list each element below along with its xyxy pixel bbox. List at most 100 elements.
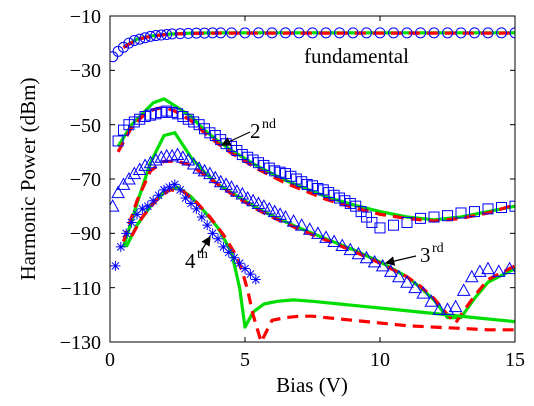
annotation-4th-superscript: th — [197, 247, 208, 262]
data-point — [482, 203, 494, 215]
data-point — [165, 148, 179, 162]
data-point — [197, 163, 212, 177]
series-markers-2nd-squares — [112, 105, 515, 234]
data-point — [176, 150, 190, 163]
data-point — [245, 269, 256, 280]
data-point — [186, 157, 201, 170]
y-tick-label: −30 — [70, 60, 101, 82]
data-point — [240, 263, 250, 274]
data-point — [496, 27, 507, 39]
data-point — [455, 207, 467, 219]
data-point — [400, 275, 414, 288]
data-point — [181, 152, 196, 166]
data-point — [235, 186, 250, 200]
data-point — [110, 260, 121, 271]
data-point — [132, 209, 142, 220]
data-point — [128, 34, 140, 46]
series-markers-fundamental-circles — [110, 27, 515, 63]
annotation-3rd-superscript: rd — [432, 241, 444, 256]
data-point — [293, 27, 305, 39]
data-point — [170, 147, 185, 161]
data-point — [302, 222, 317, 235]
data-point — [286, 214, 301, 227]
data-point — [428, 211, 440, 223]
data-point — [213, 233, 223, 244]
data-point — [280, 27, 291, 39]
data-point — [174, 28, 186, 40]
data-point — [240, 190, 255, 204]
series-layer — [110, 27, 515, 342]
x-tick-label: 15 — [505, 349, 525, 371]
data-point — [127, 166, 142, 180]
data-point — [219, 177, 233, 190]
tick-layer — [109, 15, 516, 343]
data-point — [111, 185, 125, 199]
data-point — [320, 27, 332, 39]
annotation-3rd-arrow — [384, 255, 417, 266]
data-point — [134, 33, 146, 45]
data-point — [202, 220, 213, 231]
data-point — [401, 216, 413, 228]
x-tick-label: 10 — [370, 349, 390, 371]
data-point — [428, 27, 440, 39]
data-point — [224, 180, 239, 193]
data-point — [199, 27, 210, 39]
series-line-4th-red — [130, 188, 515, 342]
data-point — [415, 27, 426, 39]
data-point — [207, 228, 218, 239]
data-point — [190, 27, 202, 39]
series-line-fundamental-red — [122, 31, 515, 49]
annotation-3rd: 3 rd — [384, 241, 444, 267]
data-point — [455, 27, 467, 39]
data-point — [159, 184, 169, 195]
data-point — [226, 27, 237, 39]
data-point — [180, 193, 191, 204]
data-point — [229, 252, 240, 263]
data-point — [482, 27, 494, 39]
series-markers-3rd-triangles — [110, 147, 515, 315]
data-point — [191, 203, 202, 214]
data-point — [239, 27, 251, 39]
data-point — [388, 219, 399, 231]
data-point — [149, 152, 163, 166]
data-point — [401, 27, 413, 39]
annotation-4th-number: 4 — [185, 249, 196, 273]
annotation-fundamental: fundamental — [304, 44, 409, 68]
data-point — [186, 198, 196, 209]
data-point — [359, 250, 374, 264]
data-point — [251, 196, 266, 209]
data-point — [408, 280, 422, 294]
data-point — [509, 200, 515, 212]
annotation-2nd-number: 2 — [250, 119, 261, 143]
data-point — [456, 283, 471, 296]
data-point — [491, 264, 506, 277]
data-point — [253, 27, 264, 39]
data-point — [334, 27, 345, 39]
x-axis-title: Bias (V) — [276, 373, 348, 397]
data-point — [169, 179, 180, 190]
data-point — [267, 204, 282, 218]
data-point — [343, 242, 358, 256]
data-point — [110, 199, 120, 212]
data-point — [469, 206, 480, 218]
data-point — [509, 27, 515, 39]
data-point — [473, 264, 487, 277]
data-point — [132, 162, 147, 175]
data-point — [496, 202, 507, 214]
data-point — [142, 201, 153, 212]
data-point — [319, 230, 333, 243]
data-point — [481, 261, 495, 275]
x-tick-label: 5 — [240, 349, 250, 371]
data-point — [196, 212, 207, 223]
data-point — [148, 195, 159, 206]
data-point — [307, 27, 318, 39]
data-point — [223, 247, 234, 258]
data-point — [257, 199, 271, 212]
data-point — [230, 184, 244, 197]
data-point — [415, 212, 426, 224]
data-point — [392, 269, 406, 283]
data-point — [207, 27, 219, 39]
data-point — [374, 222, 386, 234]
data-point — [335, 238, 350, 252]
